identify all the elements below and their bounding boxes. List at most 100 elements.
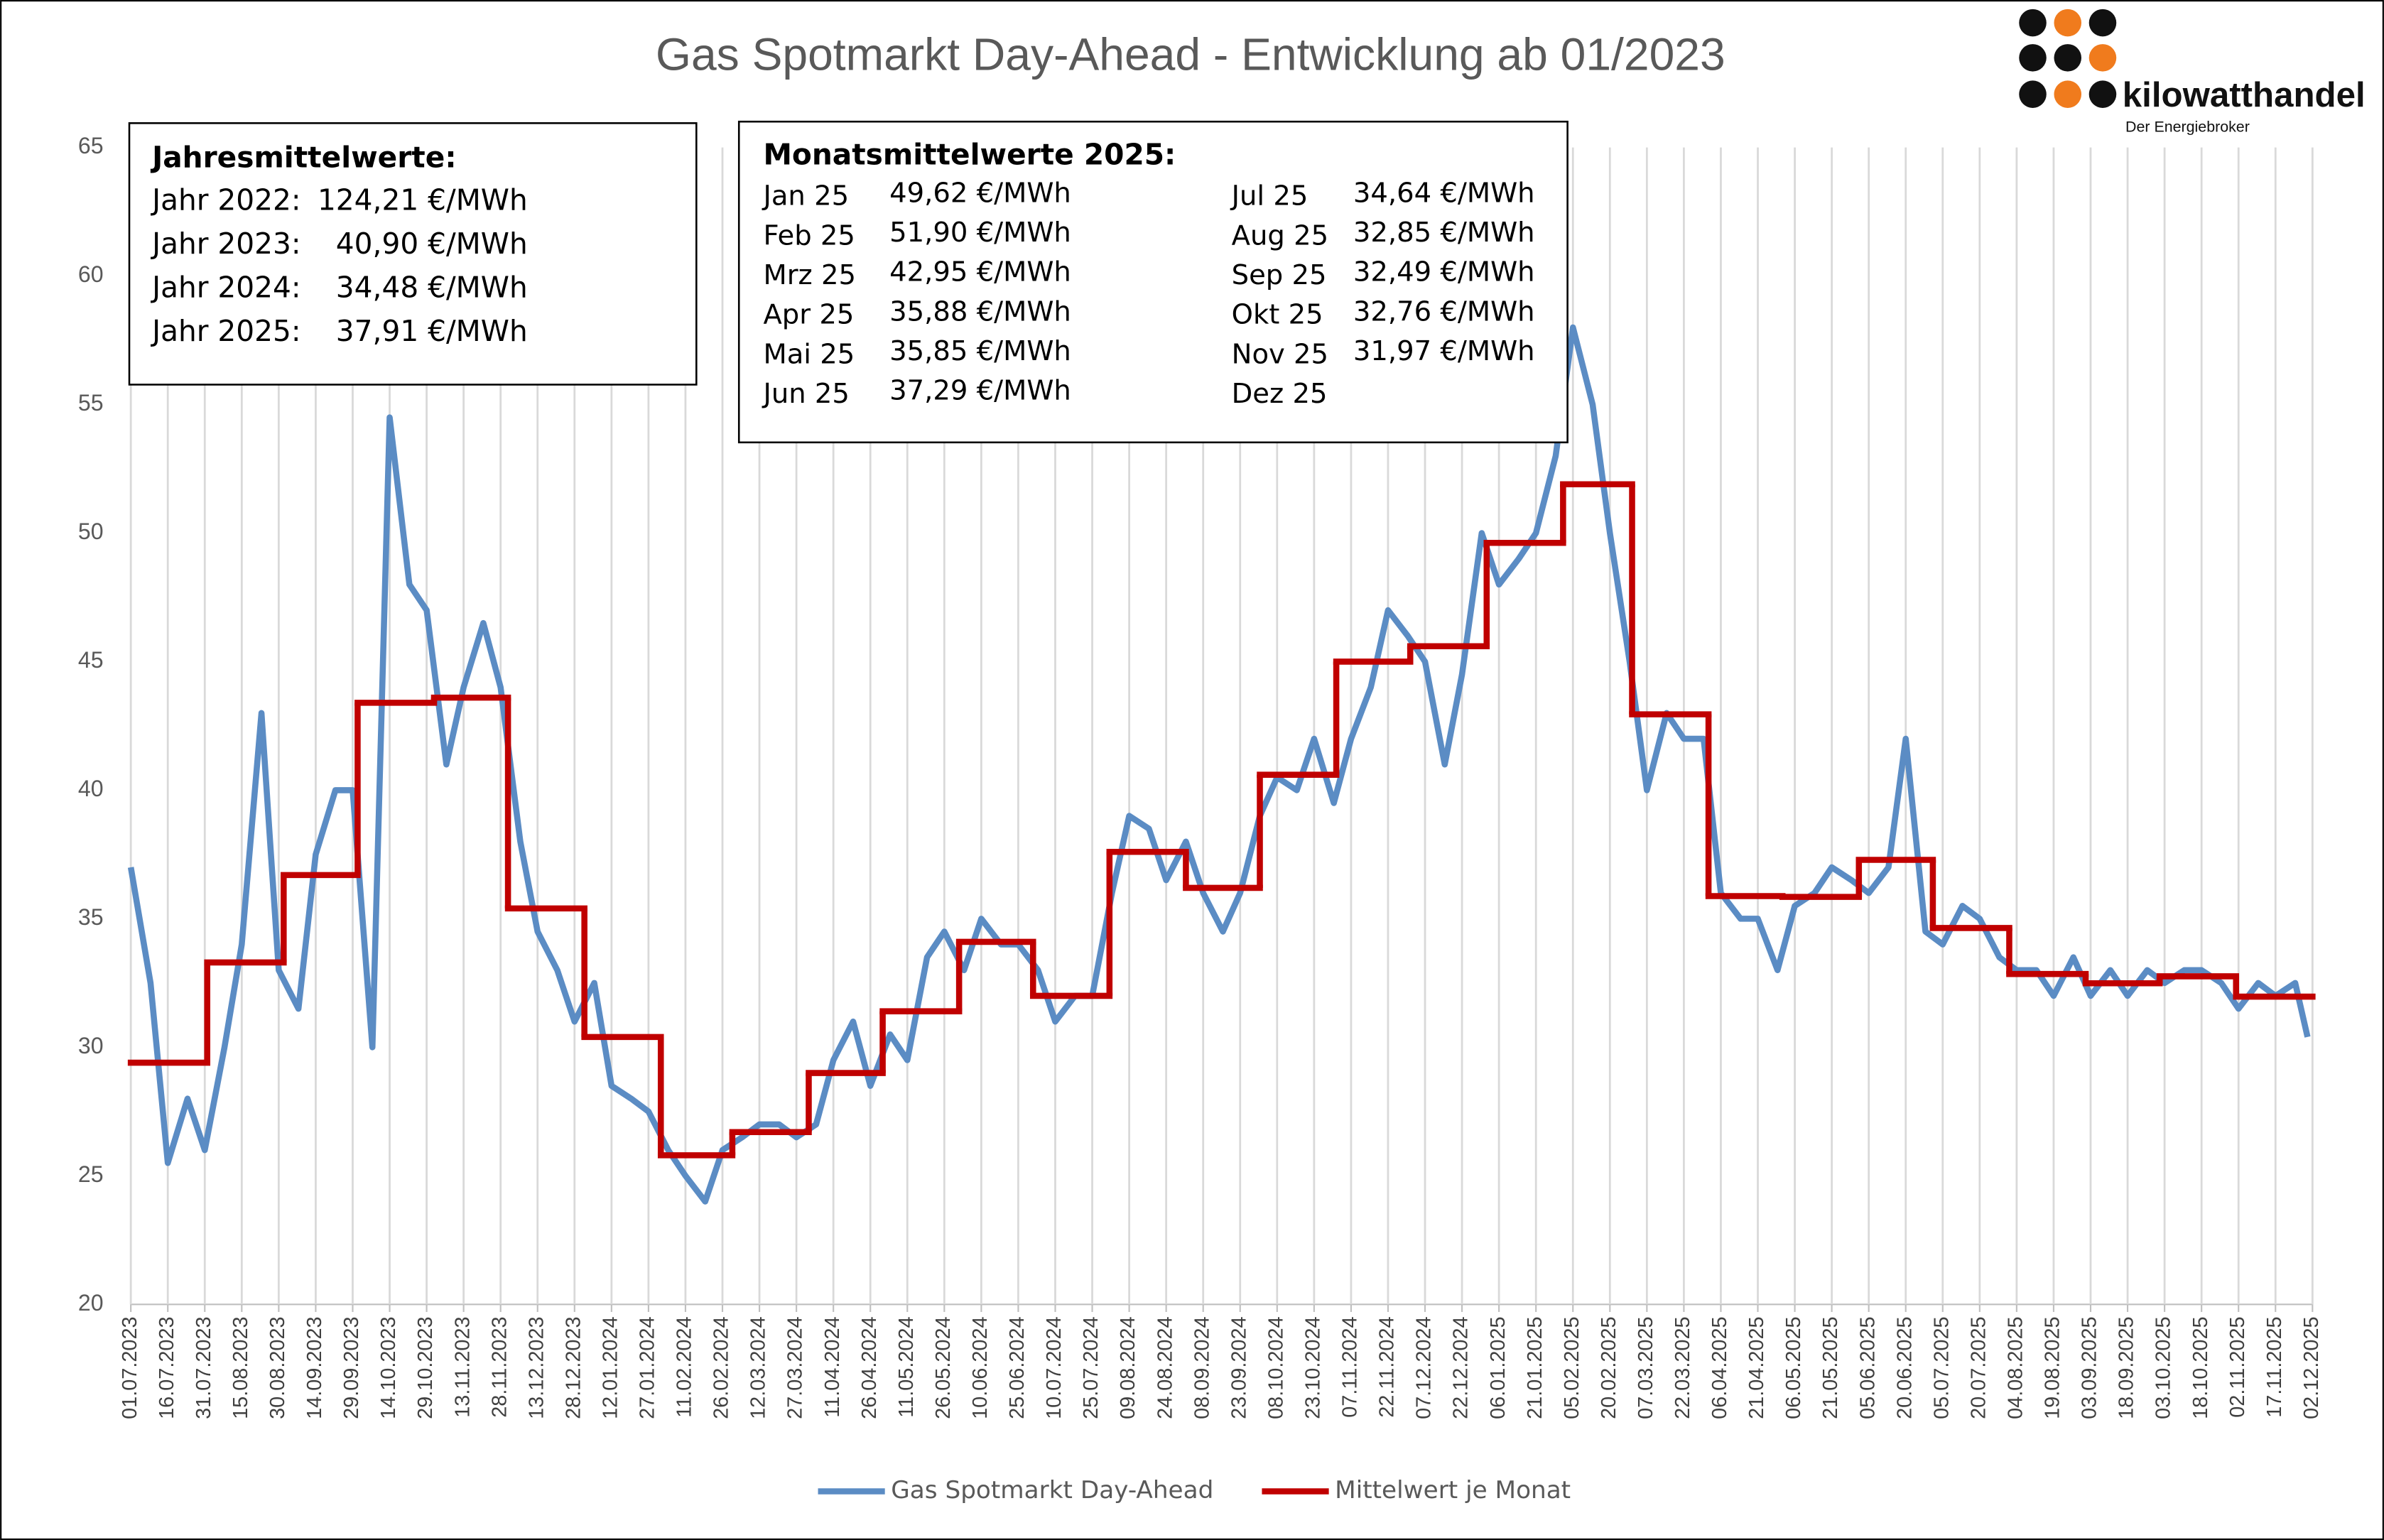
logo-dot: [2088, 80, 2117, 108]
y-tick-label: 60: [78, 261, 104, 287]
x-tick-label: 10.07.2024: [1043, 1316, 1066, 1419]
annotation-value: 37,29 €/MWh: [889, 375, 1071, 407]
x-tick-label: 07.11.2024: [1339, 1316, 1362, 1417]
x-tick-label: 26.02.2024: [710, 1316, 733, 1419]
x-tick-label: 20.02.2025: [1598, 1316, 1620, 1419]
x-tick-label: 13.11.2023: [451, 1316, 474, 1417]
annotation-label: Jahr 2024:: [150, 270, 300, 304]
x-tick-label: 20.06.2025: [1893, 1316, 1916, 1419]
logo-dot: [2019, 9, 2047, 37]
x-tick-label: 29.09.2023: [340, 1316, 363, 1419]
annotation-label: Okt 25: [1232, 299, 1323, 331]
logo: kilowatthandel Der Energiebroker: [2019, 9, 2366, 135]
legend-label: Mittelwert je Monat: [1335, 1476, 1571, 1504]
logo-dot: [2054, 44, 2082, 72]
x-tick-label: 26.04.2024: [858, 1316, 881, 1419]
x-tick-label: 23.09.2024: [1228, 1316, 1250, 1419]
annotation-label: Feb 25: [763, 219, 855, 251]
annotation-value: 34,64 €/MWh: [1353, 177, 1535, 209]
y-tick-label: 25: [78, 1161, 104, 1187]
chart-title: Gas Spotmarkt Day-Ahead - Entwicklung ab…: [656, 28, 1725, 80]
x-tick-label: 14.09.2023: [303, 1316, 326, 1419]
legend-label: Gas Spotmarkt Day-Ahead: [891, 1476, 1213, 1504]
annotation-label: Aug 25: [1232, 219, 1328, 251]
x-tick-label: 18.10.2025: [2189, 1316, 2212, 1419]
annotation-value: 37,91 €/MWh: [336, 314, 528, 348]
x-tick-label: 23.10.2024: [1301, 1316, 1324, 1419]
x-tick-label: 06.05.2025: [1782, 1316, 1805, 1419]
x-tick-label: 28.11.2023: [488, 1316, 511, 1417]
x-tick-label: 12.01.2024: [599, 1316, 622, 1419]
x-tick-label: 22.12.2024: [1450, 1316, 1473, 1419]
annotation-value: 124,21 €/MWh: [318, 183, 528, 217]
x-tick-label: 02.12.2025: [2300, 1316, 2323, 1419]
logo-tagline: Der Energiebroker: [2125, 118, 2250, 135]
annotation-value: 34,48 €/MWh: [336, 270, 528, 304]
x-tick-label: 05.02.2025: [1561, 1316, 1583, 1419]
annotation-value: 32,76 €/MWh: [1353, 295, 1535, 327]
annotation-value: 32,49 €/MWh: [1353, 256, 1535, 288]
logo-name: kilowatthandel: [2123, 75, 2366, 114]
x-tick-label: 05.06.2025: [1856, 1316, 1879, 1419]
y-tick-label: 35: [78, 904, 104, 930]
x-tick-label: 17.11.2025: [2263, 1316, 2286, 1417]
x-tick-label: 21.05.2025: [1819, 1316, 1842, 1419]
annotations: Jahresmittelwerte: Jahr 2022: 124,21 €/MWh…: [150, 137, 1534, 410]
x-tick-label: 22.11.2024: [1376, 1316, 1399, 1417]
x-tick-label: 03.10.2025: [2152, 1316, 2175, 1419]
price-line: [127, 324, 2311, 1205]
x-tick-label: 22.03.2025: [1671, 1316, 1694, 1419]
logo-dot: [2019, 44, 2047, 72]
annotation-label: Sep 25: [1232, 259, 1327, 291]
x-tick-label: 01.07.2023: [119, 1316, 141, 1419]
annotation-label: Jahr 2023:: [150, 227, 300, 261]
x-tick-label: 02.11.2025: [2226, 1316, 2249, 1417]
x-tick-label: 11.04.2024: [821, 1316, 844, 1417]
x-tick-label: 15.08.2023: [229, 1316, 252, 1419]
x-tick-label: 14.10.2023: [377, 1316, 400, 1419]
x-tick-label: 18.09.2025: [2115, 1316, 2138, 1419]
annotation-box: [128, 122, 698, 386]
x-tick-label: 31.07.2023: [193, 1316, 215, 1419]
x-tick-label: 21.01.2025: [1524, 1316, 1546, 1419]
y-tick-label: 50: [78, 519, 104, 544]
annotation-box: [737, 120, 1568, 444]
x-tick-label: 30.08.2023: [266, 1316, 289, 1419]
annotation-value: 32,85 €/MWh: [1353, 217, 1535, 249]
x-tick-label: 13.12.2023: [525, 1316, 548, 1419]
x-tick-label: 16.07.2023: [156, 1316, 178, 1419]
annotation-label: Jun 25: [762, 378, 849, 410]
x-tick-label: 27.03.2024: [784, 1316, 807, 1419]
y-tick-label: 40: [78, 776, 104, 801]
x-tick-label: 24.08.2024: [1154, 1316, 1176, 1419]
x-tick-label: 06.04.2025: [1708, 1316, 1731, 1419]
logo-dot: [2054, 9, 2082, 37]
annotation-label: Nov 25: [1232, 338, 1328, 370]
annotation-value: 42,95 €/MWh: [889, 256, 1071, 288]
x-tick-label: 20.07.2025: [1967, 1316, 1990, 1419]
annotation-value: 49,62 €/MWh: [889, 177, 1071, 209]
annotation-value: 51,90 €/MWh: [889, 217, 1071, 249]
y-tick-label: 65: [78, 133, 104, 158]
x-tick-label: 12.03.2024: [747, 1316, 770, 1419]
annotation-label: Mai 25: [763, 338, 855, 370]
grid: 20 25 30 35 40 45 50 55 60 65 01.07.2023 16.07.2023…: [78, 133, 2323, 1419]
x-tick-label: 03.09.2025: [2079, 1316, 2101, 1419]
annotation-label: Apr 25: [763, 299, 854, 331]
plot-area: [127, 324, 2316, 1205]
annotation-label: Jahr 2022:: [150, 183, 300, 217]
x-tick-label: 25.06.2024: [1006, 1316, 1029, 1419]
y-tick-label: 55: [78, 390, 104, 416]
x-tick-label: 04.08.2025: [2005, 1316, 2027, 1419]
annotation-title: Monatsmittelwerte 2025:: [763, 137, 1176, 171]
x-tick-label: 10.06.2024: [969, 1316, 992, 1419]
logo-dot: [2088, 44, 2117, 72]
legend: Gas Spotmarkt Day-Ahead Mittelwert je Mon…: [818, 1476, 1571, 1504]
x-tick-label: 26.05.2024: [932, 1316, 955, 1419]
x-tick-label: 07.03.2025: [1635, 1316, 1657, 1419]
annotation-value: 35,88 €/MWh: [889, 295, 1071, 327]
annotation-value: 31,97 €/MWh: [1353, 335, 1535, 367]
annotation-value: 40,90 €/MWh: [336, 227, 528, 261]
